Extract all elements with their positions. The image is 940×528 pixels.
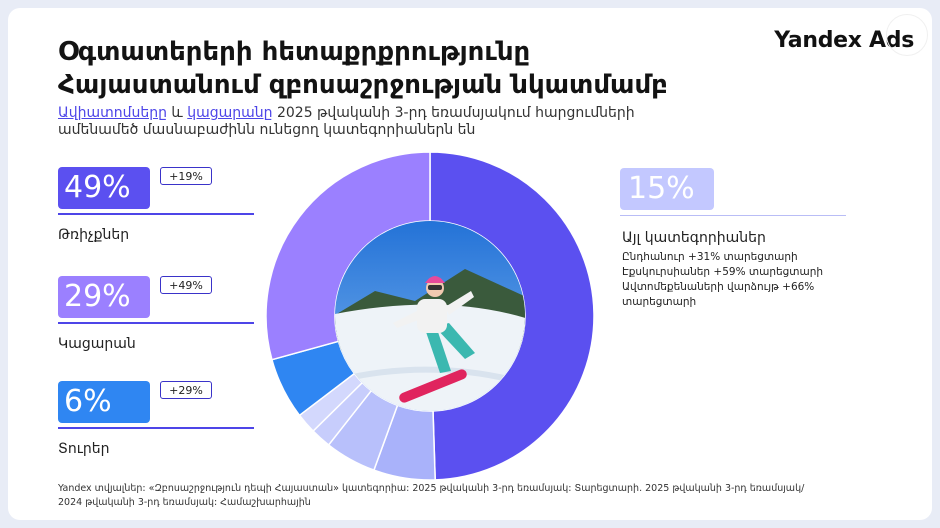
subtitle: Ավիատոմսերը և կացարանը 2025 թվականի 3-րդ… bbox=[58, 105, 678, 139]
stat-accommodation-divider bbox=[58, 322, 254, 324]
stat-flights-value: 49% bbox=[58, 167, 150, 209]
other-note-car-rental-cont: տարեցտարի bbox=[622, 296, 697, 308]
infographic-card: Օգտատերերի հետաքրքրությունը Հայաստանում … bbox=[8, 8, 932, 520]
footnote-line-2: 2024 թվականի 3-րդ եռամսյակ: Համաշխարհայի… bbox=[58, 497, 311, 508]
stat-accommodation-value: 29% bbox=[58, 276, 150, 318]
title-line-1: Օգտատերերի հետաքրքրությունը bbox=[58, 37, 531, 67]
stat-other-label: Այլ կատեգորիաներ bbox=[622, 230, 766, 246]
source-footnote: Yandex տվյալներ: «Զբոսաշրջություն դեպի Հ… bbox=[58, 482, 818, 510]
subtitle-rest: 2025 թվականի 3-րդ եռամսյակում հարցումներ… bbox=[58, 105, 635, 138]
stat-flights-divider bbox=[58, 213, 254, 215]
stat-accommodation-change: +49% bbox=[160, 276, 212, 294]
stat-other-value: 15% bbox=[620, 168, 714, 210]
other-note-total: Ընդհանուր +31% տարեցտարի bbox=[622, 251, 798, 263]
stat-flights-label: Թռիչքներ bbox=[58, 227, 130, 243]
footnote-line-1: Yandex տվյալներ: «Զբոսաշրջություն դեպի Հ… bbox=[58, 483, 805, 494]
other-note-car-rental: Ավտոմեքենաների վարձույթ +66% bbox=[622, 281, 815, 293]
stat-accommodation-label: Կացարան bbox=[58, 336, 136, 352]
stat-other-divider bbox=[620, 215, 846, 216]
donut-chart bbox=[265, 151, 595, 481]
center-photo bbox=[335, 221, 525, 411]
stat-other-notes: Ընդհանուր +31% տարեցտարի Էքսկուրսիաներ +… bbox=[622, 250, 852, 310]
watermark-seal-icon bbox=[886, 14, 928, 56]
subtitle-and: և bbox=[166, 105, 188, 121]
stat-tours-value: 6% bbox=[58, 381, 150, 423]
subtitle-highlight-accommodation: կացարանը bbox=[187, 105, 273, 121]
title-line-2: Հայաստանում զբոսաշրջության նկատմամբ bbox=[58, 70, 668, 100]
stat-tours-divider bbox=[58, 427, 254, 429]
photo-snow-slope bbox=[335, 304, 525, 411]
stat-tours-label: Տուրեր bbox=[58, 441, 110, 457]
other-note-excursions: Էքսկուրսիաներ +59% տարեցտարի bbox=[622, 266, 824, 278]
stat-flights-change: +19% bbox=[160, 167, 212, 185]
subtitle-highlight-flights: Ավիատոմսերը bbox=[58, 105, 167, 121]
page-title: Օգտատերերի հետաքրքրությունը Հայաստանում … bbox=[58, 36, 738, 102]
stat-tours-change: +29% bbox=[160, 381, 212, 399]
photo-snowboarder bbox=[393, 276, 475, 403]
